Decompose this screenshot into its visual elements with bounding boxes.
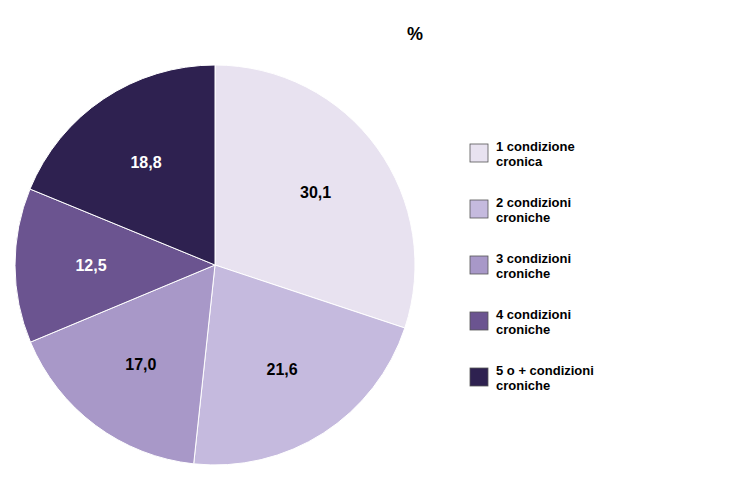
data-label: 21,6 — [267, 361, 298, 378]
legend-swatch — [470, 256, 488, 274]
legend-label: 2 condizionicroniche — [496, 194, 571, 224]
legend-item: 4 condizionicroniche — [470, 306, 571, 336]
legend-label-line: croniche — [496, 377, 550, 392]
chart: 30,1 21,6 17,0 12,5 18,8% 1 condizionecronica… — [0, 0, 745, 503]
pie — [15, 65, 415, 465]
legend-label-line: 3 condizioni — [496, 250, 571, 265]
legend-label-line: croniche — [496, 321, 550, 336]
legend-swatch — [470, 312, 488, 330]
legend-swatch — [470, 200, 488, 218]
legend-label-line: cronica — [496, 153, 543, 168]
annotation: % — [407, 24, 423, 44]
legend-label-line: croniche — [496, 265, 550, 280]
legend-label: 3 condizionicroniche — [496, 250, 571, 280]
legend-swatch — [470, 368, 488, 386]
legend-label-line: 4 condizioni — [496, 306, 571, 321]
legend-label-line: croniche — [496, 209, 550, 224]
legend-swatch — [470, 144, 488, 162]
legend-label: 1 condizionecronica — [496, 138, 575, 168]
legend-item: 5 o + condizionicroniche — [470, 362, 594, 392]
pie-slice — [194, 265, 405, 465]
legend-label-line: 2 condizioni — [496, 194, 571, 209]
legend-item: 3 condizionicroniche — [470, 250, 571, 280]
legend-label: 5 o + condizionicroniche — [496, 362, 594, 392]
data-labels: 30,1 21,6 17,0 12,5 18,8 — [75, 154, 331, 378]
legend: 1 condizionecronica2 condizionicroniche3… — [470, 138, 594, 392]
pie-slice — [30, 65, 215, 265]
legend-label-line: 1 condizione — [496, 138, 575, 153]
legend-item: 1 condizionecronica — [470, 138, 575, 168]
legend-label: 4 condizionicroniche — [496, 306, 571, 336]
data-label: 30,1 — [300, 184, 331, 201]
data-label: 18,8 — [130, 154, 161, 171]
legend-label-line: 5 o + condizioni — [496, 362, 594, 377]
legend-item: 2 condizionicroniche — [470, 194, 571, 224]
data-label: 17,0 — [125, 356, 156, 373]
data-label: 12,5 — [75, 257, 106, 274]
